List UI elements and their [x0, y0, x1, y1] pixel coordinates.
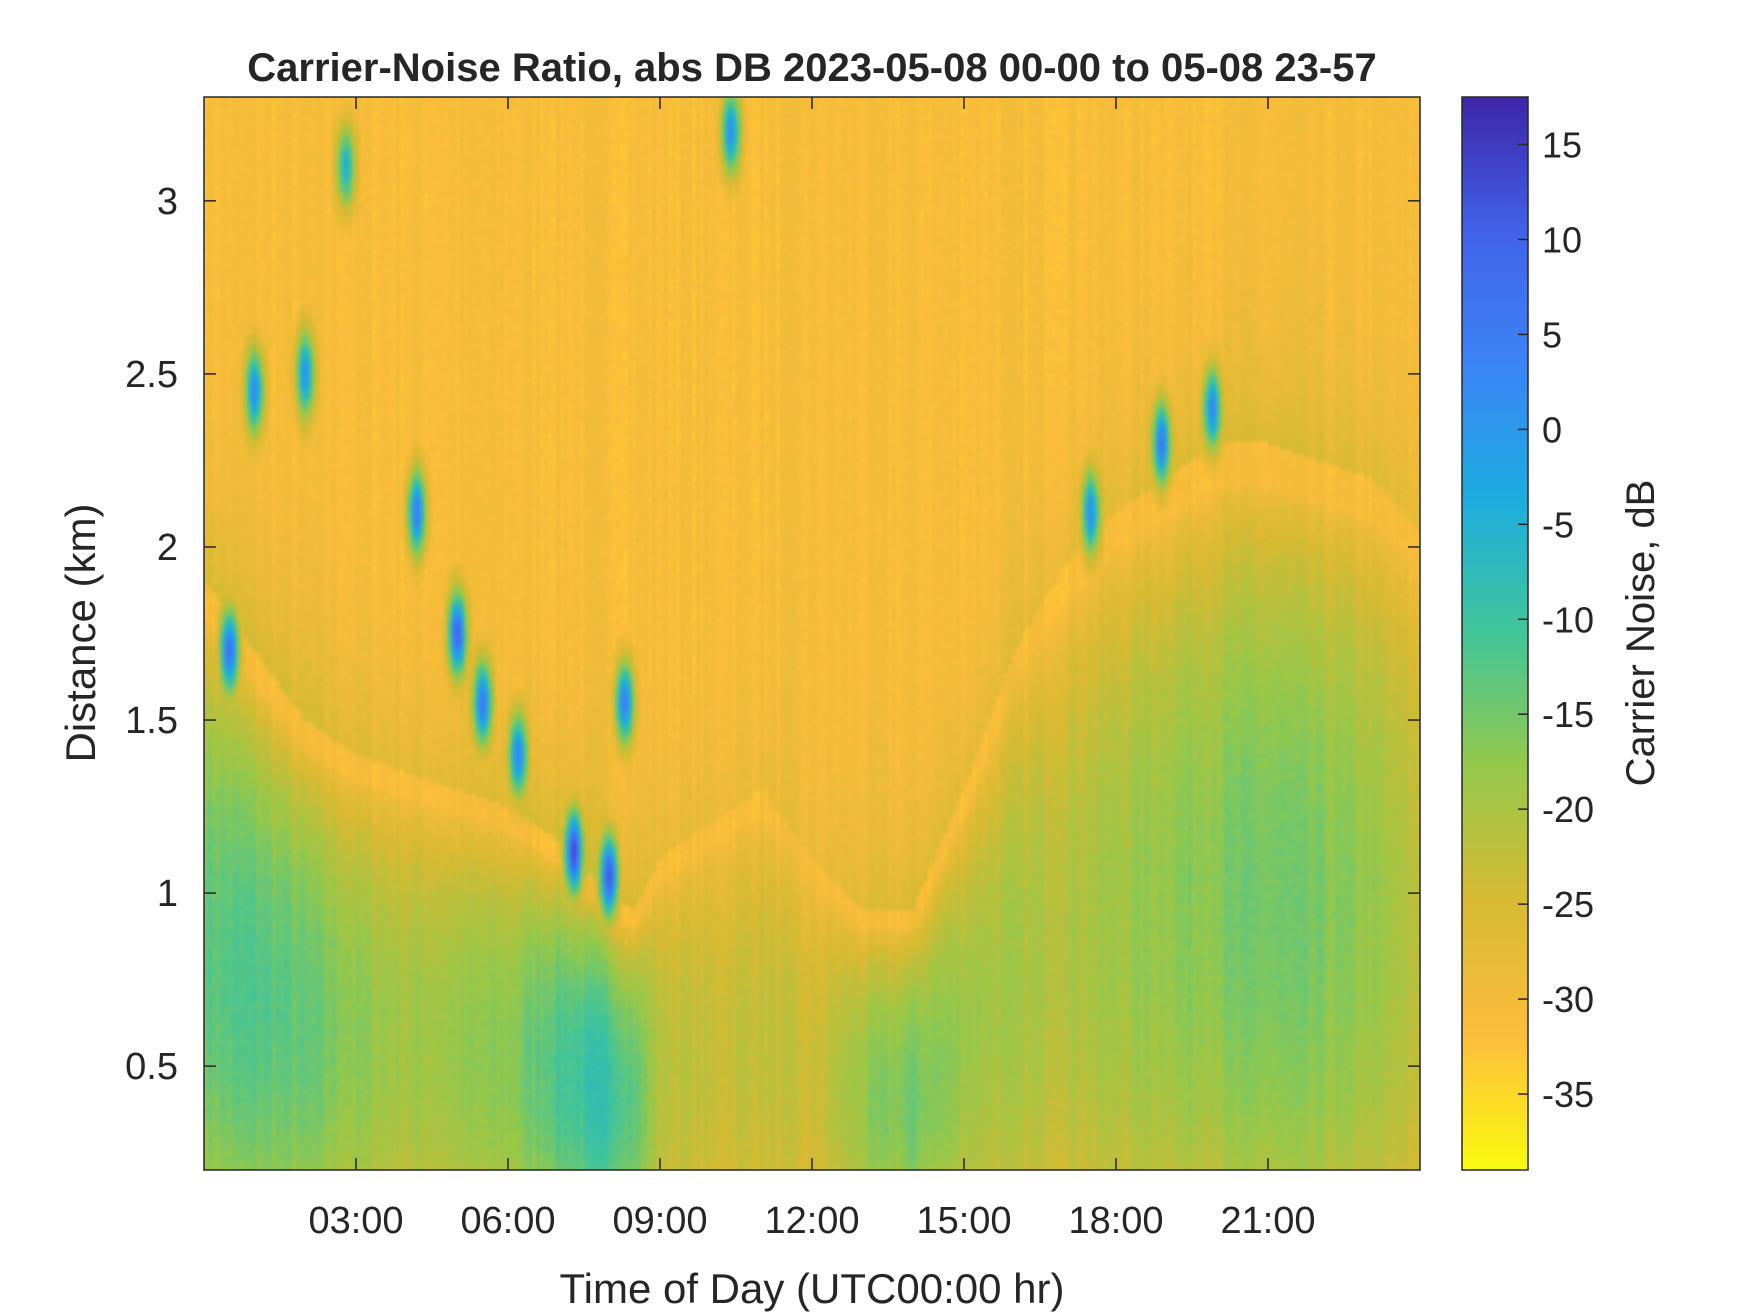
x-tick-label: 15:00 [916, 1200, 1011, 1242]
x-tick-label: 03:00 [308, 1200, 403, 1242]
x-tick-label: 12:00 [764, 1200, 859, 1242]
colorbar-label: Carrier Noise, dB [1619, 480, 1663, 787]
y-tick-label: 1.5 [125, 700, 178, 742]
y-axis-label: Distance (km) [57, 503, 104, 762]
colorbar-tick-label: 10 [1542, 219, 1582, 260]
colorbar-tick-label: -25 [1542, 884, 1594, 925]
chart-title: Carrier-Noise Ratio, abs DB 2023-05-08 0… [247, 46, 1376, 90]
colorbar-tick-label: -15 [1542, 694, 1594, 735]
colorbar-ticks: 15 10 5 0 -5 -10 -15 -20 -25 -30 -35 [1518, 124, 1594, 1115]
x-tick-label: 18:00 [1068, 1200, 1163, 1242]
colorbar-tick-label: -20 [1542, 789, 1594, 830]
colorbar-tick-label: -35 [1542, 1074, 1594, 1115]
colorbar-gradient [1461, 96, 1529, 1171]
y-tick-label: 2.5 [125, 354, 178, 396]
colorbar-tick-label: 5 [1542, 314, 1562, 355]
x-tick-label: 06:00 [460, 1200, 555, 1242]
colorbar-tick-label: -30 [1542, 979, 1594, 1020]
y-tick-label: 0.5 [125, 1046, 178, 1088]
y-tick-label: 2 [157, 527, 178, 569]
x-axis-label: Time of Day (UTC00:00 hr) [560, 1265, 1065, 1312]
colorbar-tick-label: 15 [1542, 124, 1582, 165]
x-tick-label: 09:00 [612, 1200, 707, 1242]
heatmap-area [204, 97, 1420, 1170]
colorbar-tick-label: 0 [1542, 409, 1562, 450]
y-tick-label: 3 [157, 181, 178, 223]
y-axis: 0.5 1 1.5 2 2.5 3 [125, 181, 1420, 1088]
colorbar: 15 10 5 0 -5 -10 -15 -20 -25 -30 -35 Carrier Noise… [1461, 96, 1663, 1171]
x-tick-label: 21:00 [1220, 1200, 1315, 1242]
colorbar-tick-label: -10 [1542, 599, 1594, 640]
x-axis: 03:00 06:00 09:00 12:00 15:00 18:00 21:00 [308, 97, 1316, 1242]
colorbar-tick-label: -5 [1542, 504, 1574, 545]
heatmap-image [204, 97, 1420, 1170]
y-tick-label: 1 [157, 873, 178, 915]
